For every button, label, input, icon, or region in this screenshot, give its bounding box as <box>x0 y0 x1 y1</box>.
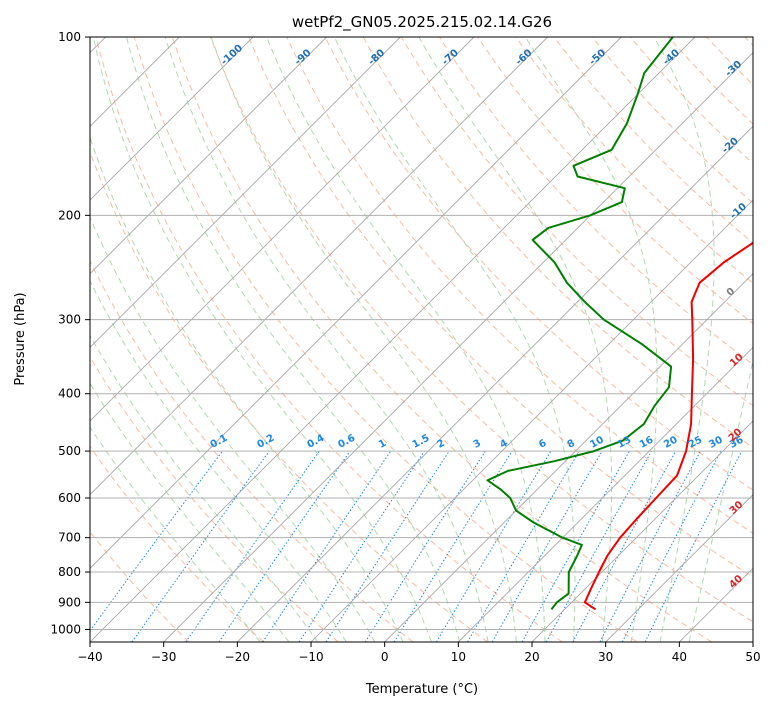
y-tick-label: 1000 <box>50 622 81 636</box>
x-tick-label: 20 <box>524 650 539 664</box>
moist-adiabat-line <box>90 215 376 642</box>
isotherm-line <box>163 52 753 642</box>
mixing-ratio-label: 6 <box>537 438 548 451</box>
y-tick-label: 600 <box>58 491 81 505</box>
y-tick-label: 700 <box>58 531 81 545</box>
x-tick-label: −30 <box>151 650 176 664</box>
y-axis-label: Pressure (hPa) <box>13 292 28 385</box>
mixing-ratio-label: 2 <box>435 438 446 451</box>
dry-adiabat-line <box>90 259 414 642</box>
y-tick-label: 100 <box>58 30 81 44</box>
dry-adiabat-line <box>286 37 753 534</box>
mixing-ratio-label: 8 <box>566 438 577 451</box>
dry-adiabat-line <box>90 445 264 642</box>
mixing-ratio-line <box>325 450 450 642</box>
isotherm-line <box>605 494 753 642</box>
moist-adiabat-line <box>92 37 432 642</box>
moist-adiabat-line <box>164 37 489 642</box>
mixing-ratio-line <box>90 450 223 632</box>
plot-background <box>90 37 753 642</box>
plot-frame <box>89 36 754 643</box>
mixing-ratio-line <box>644 450 743 642</box>
x-tick-label: −10 <box>298 650 323 664</box>
mixing-ratio-label: 1 <box>377 438 388 451</box>
x-tick-label: −20 <box>225 650 250 664</box>
mixing-ratio-line <box>545 450 653 642</box>
x-axis-label: Temperature (°C) <box>365 682 478 697</box>
dry-adiabat-line <box>248 37 753 578</box>
moist-adiabat-line <box>90 382 290 642</box>
x-tick-label: 30 <box>598 650 613 664</box>
moist-adiabat-line <box>688 358 753 642</box>
mixing-ratio-line <box>364 450 486 642</box>
mixing-ratio-line <box>521 450 630 642</box>
isotherm-line <box>90 37 327 275</box>
isobars <box>90 37 753 630</box>
isotherm-line <box>90 37 696 642</box>
isotherm-line <box>310 199 753 642</box>
x-tick-label: 50 <box>745 650 760 664</box>
mixing-ratio-line <box>218 450 351 642</box>
x-tick-label: −40 <box>77 650 102 664</box>
mixing-ratio-line <box>572 450 677 642</box>
moist-adiabat-line <box>653 37 715 642</box>
isotherm-line <box>384 273 753 642</box>
moist-adiabat-line <box>210 37 517 642</box>
isotherm-line <box>90 37 254 201</box>
moist-adiabat-line <box>333 37 576 642</box>
x-tick-label: 10 <box>451 650 466 664</box>
isotherm-line <box>90 37 548 496</box>
mixing-ratio-line <box>298 450 425 642</box>
mixing-ratio-line <box>185 450 320 642</box>
mixing-ratio-lines <box>90 450 743 642</box>
moist-adiabat-line <box>418 37 613 642</box>
mixing-ratio-line <box>435 450 552 642</box>
y-tick-label: 200 <box>58 208 81 222</box>
mixing-ratio-label: 4 <box>498 438 509 451</box>
moist-adiabat-line <box>90 426 261 642</box>
temperature-line <box>583 241 753 611</box>
moist-adiabat-line <box>266 37 546 642</box>
isotherms <box>90 37 753 642</box>
isotherm-line <box>90 37 475 422</box>
y-tick-label: 300 <box>58 313 81 327</box>
dewpoint-line <box>486 37 674 611</box>
mixing-ratio-label: 3 <box>472 438 483 451</box>
x-axis-ticks: −40 −30 −20 −10 0 10 20 30 40 50 <box>77 642 761 664</box>
isotherm-line <box>458 346 753 642</box>
isotherm-line <box>90 37 401 348</box>
chart-title: wetPf2_GN05.2025.215.02.14.G26 <box>292 13 552 32</box>
y-tick-label: 800 <box>58 565 81 579</box>
mixing-ratio-line <box>262 450 392 642</box>
dry-adiabat-line <box>210 37 753 623</box>
isotherm-line <box>90 37 622 569</box>
sounding-series <box>486 37 753 611</box>
mixing-ratio-line <box>599 450 701 642</box>
isotherm-line <box>237 125 753 642</box>
isotherm-line <box>752 641 753 642</box>
mixing-ratio-line <box>621 450 722 642</box>
y-tick-label: 900 <box>58 595 81 609</box>
dry-adiabat-line <box>95 37 563 642</box>
moist-adiabat-line <box>90 135 404 642</box>
moist-adiabat-line <box>126 37 461 642</box>
y-tick-label: 500 <box>58 444 81 458</box>
y-tick-label: 400 <box>58 387 81 401</box>
moist-adiabat-line <box>90 334 319 642</box>
isotherm-line <box>531 420 753 642</box>
mixing-ratio-line <box>393 450 513 642</box>
x-tick-label: 0 <box>381 650 389 664</box>
dry-adiabat-line <box>515 37 753 284</box>
dry-adiabat-line <box>324 37 753 491</box>
mixing-ratio-line <box>131 450 270 642</box>
y-axis-ticks: 100 200 300 400 500 600 700 800 900 1000 <box>50 30 90 636</box>
x-tick-label: 40 <box>672 650 687 664</box>
moist-adiabats <box>90 37 753 642</box>
moist-adiabat-line <box>524 37 658 642</box>
